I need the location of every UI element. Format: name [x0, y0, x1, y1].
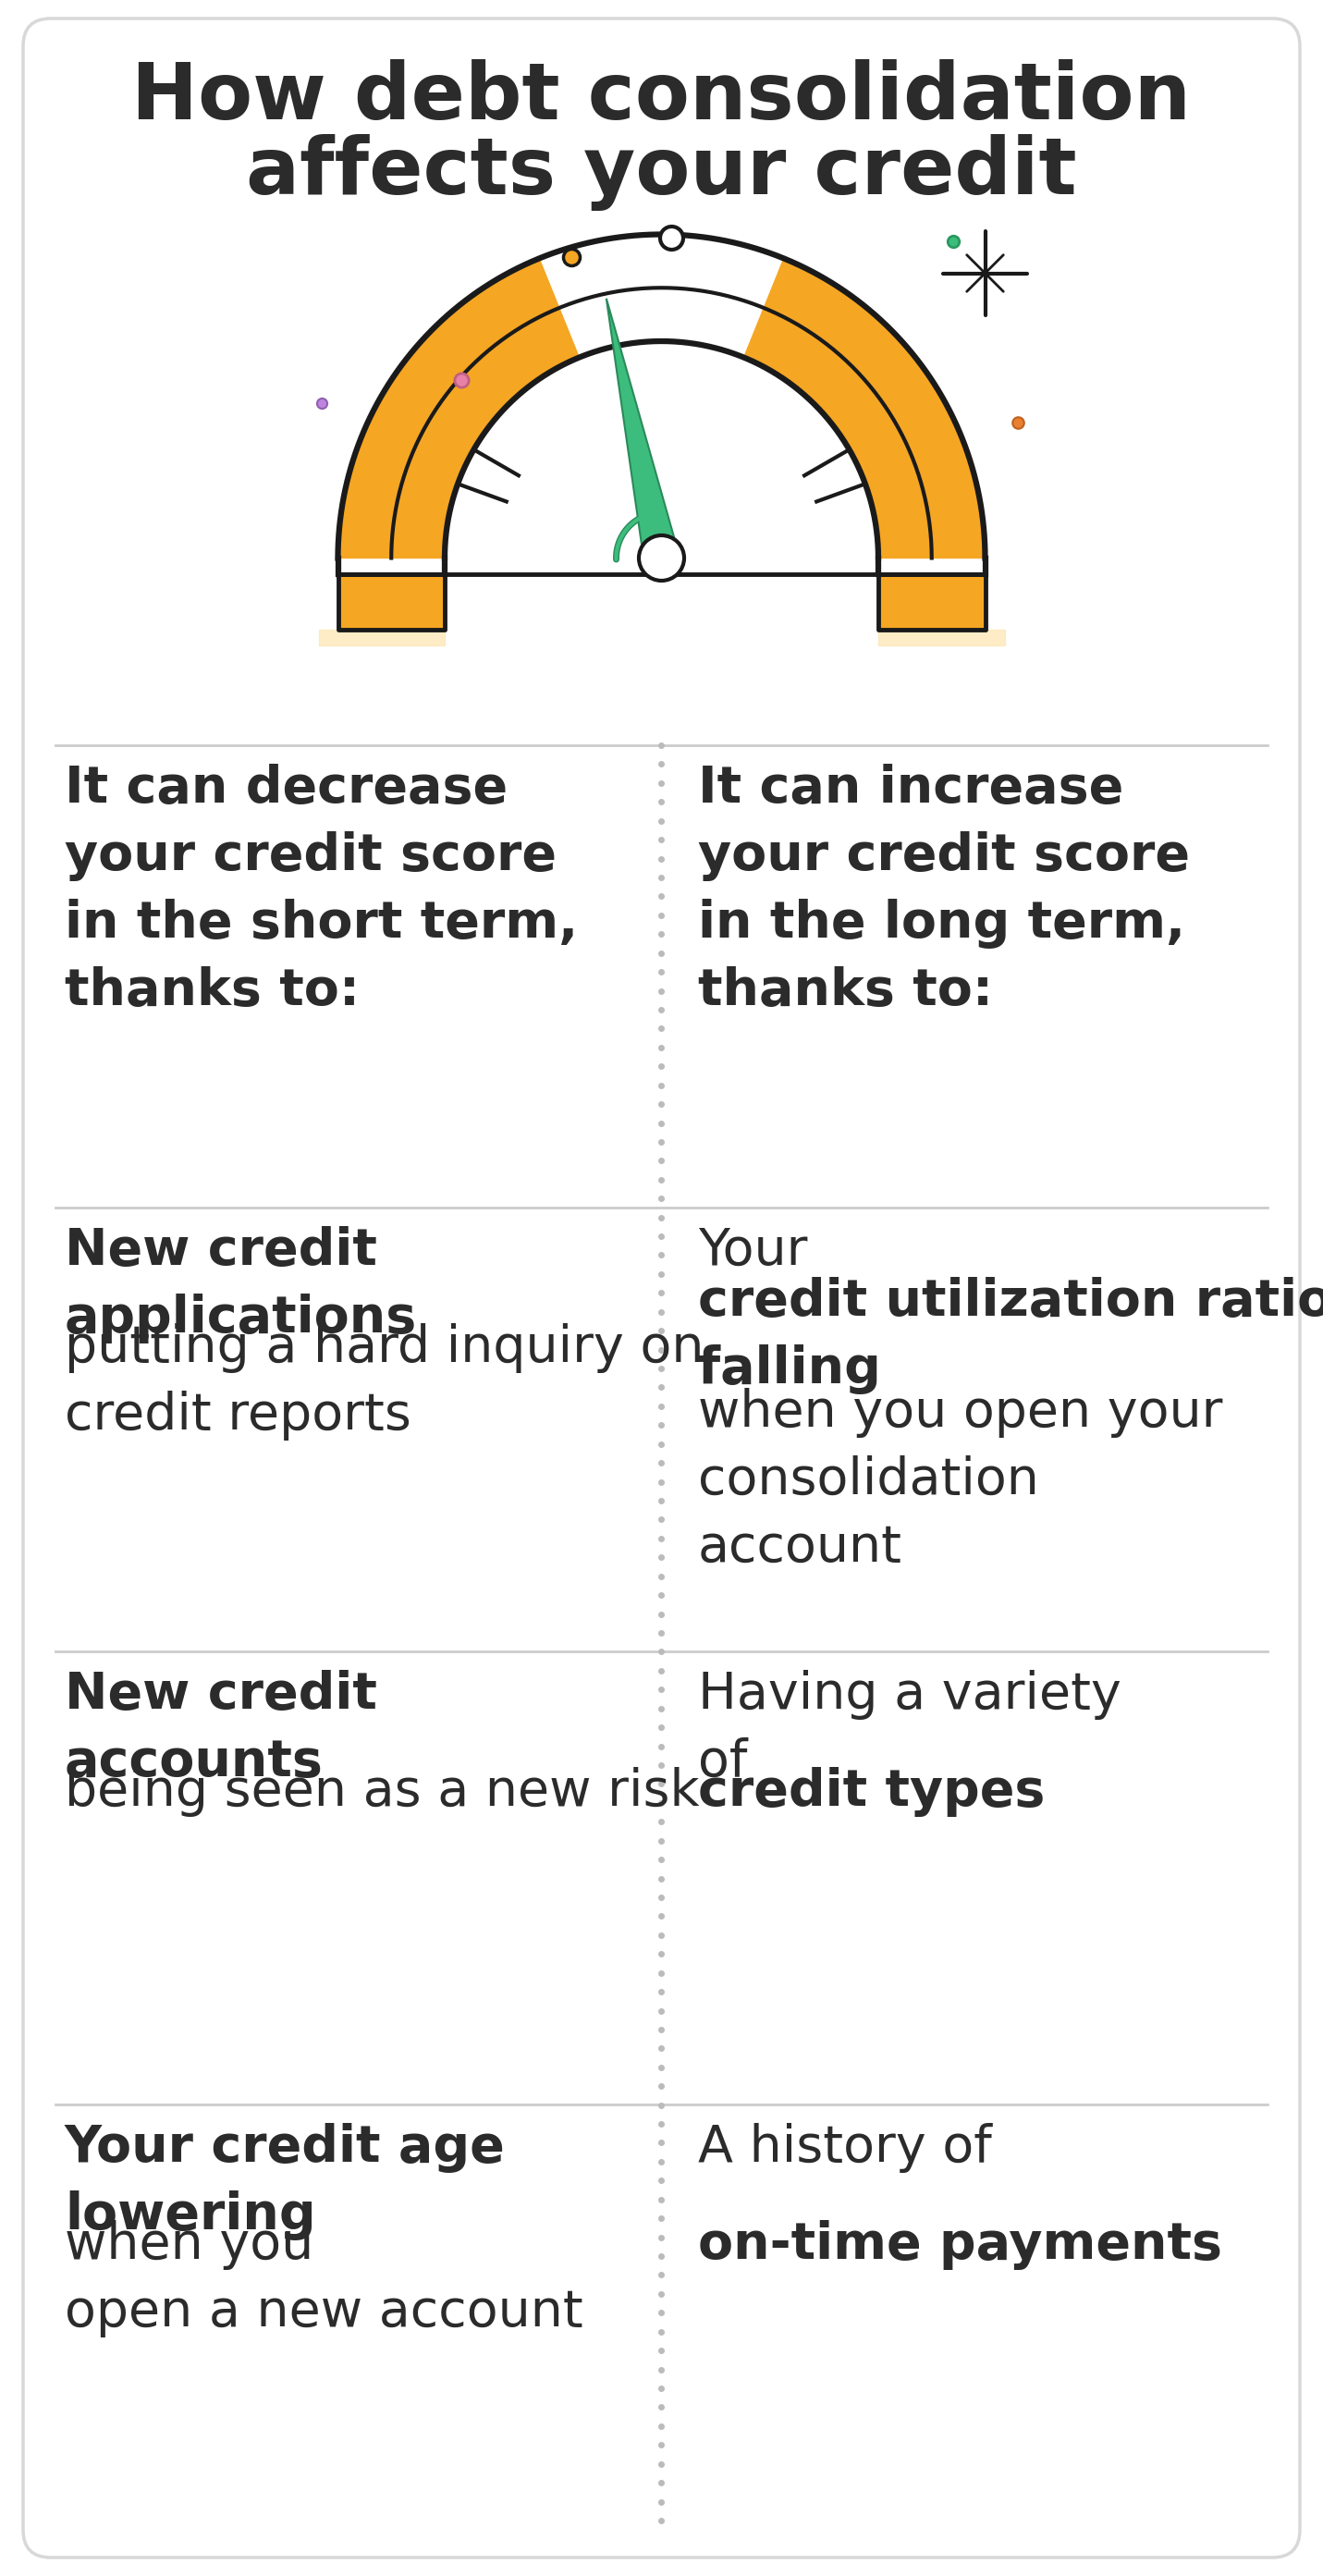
Text: affects your credit: affects your credit	[246, 134, 1077, 211]
Polygon shape	[337, 258, 581, 559]
Text: credit types: credit types	[699, 1767, 1045, 1816]
Text: Having a variety
of: Having a variety of	[699, 1669, 1122, 1788]
Text: being seen as a new risk: being seen as a new risk	[65, 1767, 700, 1816]
Polygon shape	[742, 258, 986, 559]
Polygon shape	[337, 574, 445, 629]
Polygon shape	[319, 629, 445, 647]
Polygon shape	[337, 234, 986, 559]
FancyBboxPatch shape	[22, 18, 1301, 2558]
Text: How debt consolidation: How debt consolidation	[131, 59, 1191, 137]
Text: on-time payments: on-time payments	[699, 2221, 1222, 2269]
Text: A history of: A history of	[699, 2123, 992, 2241]
Text: It can decrease
your credit score
in the short term,
thanks to:: It can decrease your credit score in the…	[65, 762, 578, 1015]
Polygon shape	[878, 574, 986, 629]
Text: New credit
accounts: New credit accounts	[65, 1669, 377, 1788]
Text: Your: Your	[699, 1226, 824, 1275]
Polygon shape	[878, 629, 1004, 647]
Text: It can increase
your credit score
in the long term,
thanks to:: It can increase your credit score in the…	[699, 762, 1189, 1015]
Polygon shape	[606, 299, 679, 562]
Text: when you
open a new account: when you open a new account	[65, 2221, 583, 2336]
Text: New credit
applications: New credit applications	[65, 1226, 417, 1345]
Text: when you open your
consolidation
account: when you open your consolidation account	[699, 1388, 1222, 1571]
Text: putting a hard inquiry on
credit reports: putting a hard inquiry on credit reports	[65, 1324, 704, 1440]
Polygon shape	[540, 234, 783, 358]
Circle shape	[639, 536, 684, 580]
Text: Your credit age
lowering: Your credit age lowering	[65, 2123, 505, 2241]
Text: credit utilization ratio
falling: credit utilization ratio falling	[699, 1278, 1323, 1394]
